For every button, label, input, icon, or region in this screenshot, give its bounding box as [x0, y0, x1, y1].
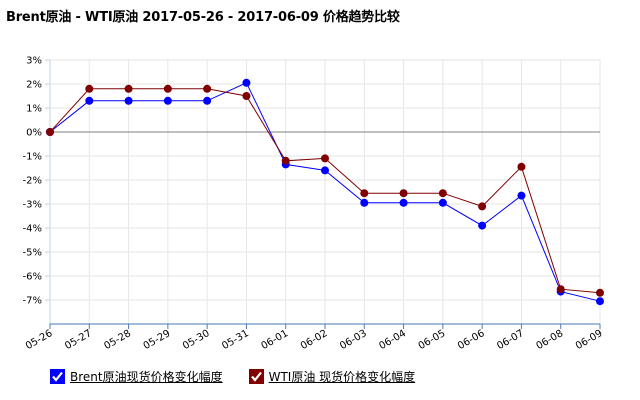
series-point-0: [399, 198, 408, 207]
series-point-1: [556, 285, 565, 294]
checkbox-checked-icon[interactable]: [248, 369, 264, 384]
series-point-0: [321, 166, 329, 175]
x-tick-label: 05-30: [181, 328, 212, 352]
series-point-1: [596, 288, 604, 297]
x-tick-label: 06-09: [574, 328, 605, 352]
y-tick-label: -5%: [23, 248, 42, 259]
y-tick-label: -4%: [23, 224, 42, 235]
x-tick-label: 05-27: [63, 328, 94, 352]
series-point-1: [438, 189, 447, 198]
series-point-1: [360, 189, 369, 198]
series-point-0: [242, 78, 251, 87]
series-point-1: [478, 202, 487, 211]
series-point-0: [360, 198, 369, 207]
y-tick-label: -2%: [23, 176, 42, 187]
series-point-0: [517, 191, 526, 200]
series-point-1: [163, 84, 172, 93]
y-tick-label: 2%: [26, 80, 42, 91]
y-tick-label: -7%: [23, 296, 42, 307]
legend-item-wti[interactable]: WTI原油 现货价格变化幅度: [248, 368, 416, 385]
series-point-0: [163, 96, 172, 105]
x-tick-label: 05-26: [24, 328, 55, 352]
series-point-1: [399, 189, 408, 198]
y-tick-label: 1%: [26, 104, 42, 115]
series-point-1: [85, 84, 94, 93]
series-point-0: [203, 96, 212, 105]
series-point-1: [321, 154, 329, 163]
x-tick-label: 06-04: [377, 328, 408, 352]
series-point-1: [242, 92, 251, 100]
y-tick-label: -3%: [23, 200, 42, 211]
y-tick-label: 0%: [26, 128, 42, 139]
series-point-1: [281, 156, 290, 165]
legend-label-brent[interactable]: Brent原油现货价格变化幅度: [70, 370, 223, 384]
y-tick-label: 3%: [26, 56, 42, 67]
series-point-1: [124, 84, 133, 93]
x-tick-label: 06-06: [456, 328, 487, 352]
checkbox-checked-icon[interactable]: [50, 369, 65, 384]
x-tick-label: 05-28: [102, 328, 133, 352]
series-point-0: [124, 96, 133, 105]
legend-item-brent[interactable]: Brent原油现货价格变化幅度: [50, 368, 223, 385]
x-tick-label: 05-31: [220, 328, 251, 352]
series-point-0: [596, 297, 604, 306]
series-point-1: [203, 84, 212, 93]
x-tick-label: 05-29: [142, 328, 173, 352]
x-tick-label: 06-03: [338, 328, 369, 352]
chart-title: Brent原油 - WTI原油 2017-05-26 - 2017-06-09 …: [6, 10, 400, 25]
series-point-0: [438, 198, 447, 207]
series-point-0: [85, 96, 94, 105]
series-point-0: [478, 221, 487, 230]
y-tick-label: -1%: [23, 152, 42, 163]
x-tick-label: 06-02: [299, 328, 330, 352]
legend-label-wti[interactable]: WTI原油 现货价格变化幅度: [268, 370, 416, 384]
series-point-1: [46, 128, 54, 136]
x-tick-label: 06-01: [260, 328, 291, 352]
x-tick-label: 06-08: [535, 328, 566, 352]
chart-legend: Brent原油现货价格变化幅度 WTI原油 现货价格变化幅度: [50, 368, 415, 385]
x-tick-label: 06-07: [495, 328, 526, 352]
x-tick-label: 06-05: [417, 328, 448, 352]
series-point-1: [517, 162, 526, 171]
y-tick-label: -6%: [23, 272, 42, 283]
